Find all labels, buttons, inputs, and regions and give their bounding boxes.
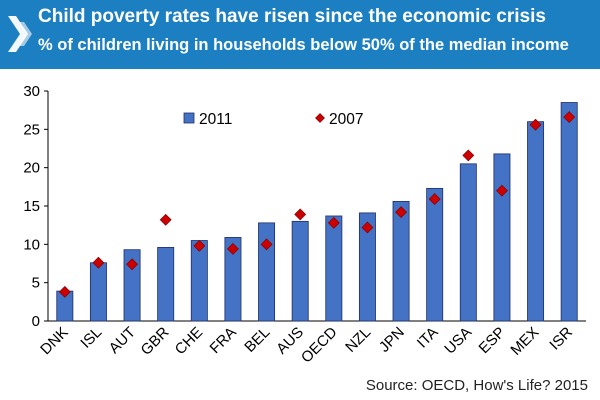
y-tick-label: 5 [32,275,40,292]
x-tick-label-AUT: AUT [106,324,139,357]
legend-swatch-2007 [315,113,325,123]
bar-2011-MEX [527,121,545,322]
bar-2011-ISR [560,102,578,322]
x-tick-label-ISR: ISR [546,324,576,354]
bar-2011-ISL [89,262,107,322]
chart-subtitle: % of children living in households below… [38,36,569,54]
marker-2007-ISR [563,111,576,123]
x-tick-label-ESP: ESP [476,324,509,357]
marker-2007-ISL [92,256,105,269]
bar-2011-ESP [493,153,511,322]
bar-2011-OECD [325,215,343,322]
marker-2007-NZL [361,221,374,234]
x-tick-label-USA: USA [441,324,475,358]
x-tick-label-JPN: JPN [376,324,408,356]
marker-2007-ITA [428,193,441,206]
bar-2011-JPN [392,200,410,322]
legend-label-2007: 2007 [329,111,363,128]
x-tick-label-NZL: NZL [342,324,374,356]
y-tick-label: 25 [23,121,40,138]
y-tick-label: 0 [32,313,40,330]
chart-header: Child poverty rates have risen since the… [0,0,600,69]
marker-2007-CHE [193,239,206,252]
x-tick-label-FRA: FRA [207,324,240,357]
x-tick-label-BEL: BEL [241,324,273,356]
y-tick-label: 30 [23,83,40,100]
x-tick-label-MEX: MEX [507,324,542,359]
x-tick-label-OECD: OECD [298,324,341,367]
series-2007-markers [58,111,576,298]
oecd-chevron-logo-icon [8,16,32,52]
bar-2011-FRA [224,237,242,322]
marker-2007-AUT [126,258,138,271]
marker-2007-AUS [294,208,307,221]
marker-2007-JPN [395,206,407,219]
marker-2007-MEX [529,118,542,131]
marker-2007-BEL [260,238,273,251]
legend: 2011 2007 [183,111,363,128]
marker-2007-DNK [58,285,71,298]
x-tick-label-ITA: ITA [414,324,442,352]
bar-2011-ITA [426,187,444,322]
bar-2011-CHE [190,240,208,322]
y-tick-label: 10 [23,236,40,253]
x-tick-label-DNK: DNK [37,324,71,358]
bar-2011-USA [459,163,477,322]
series-2011-bars [56,102,578,322]
x-tick-label-CHE: CHE [172,324,206,358]
bar-2011-AUS [291,220,309,322]
marker-2007-USA [462,149,475,162]
bar-2011-AUT [123,249,141,322]
chart-area: 0 5 10 15 20 25 30 DNK ISL AUT GBR CHE FRA BEL AUS OEC… [0,69,600,400]
bar-2011-BEL [258,222,276,322]
bar-2011-NZL [358,212,376,322]
y-tick-label: 15 [23,198,40,215]
bar-2011-GBR [157,246,175,322]
marker-2007-OECD [327,216,340,229]
legend-label-2011: 2011 [199,111,232,128]
chart-title: Child poverty rates have risen since the… [38,6,546,27]
marker-2007-FRA [227,243,239,255]
marker-2007-ESP [496,184,508,197]
x-tick-label-GBR: GBR [138,324,173,359]
source-note: Source: OECD, How's Life? 2015 [365,377,588,394]
legend-swatch-2011 [183,112,195,124]
x-tick-label-ISL: ISL [77,324,105,352]
marker-2007-GBR [159,213,172,226]
y-tick-label: 20 [23,160,40,177]
